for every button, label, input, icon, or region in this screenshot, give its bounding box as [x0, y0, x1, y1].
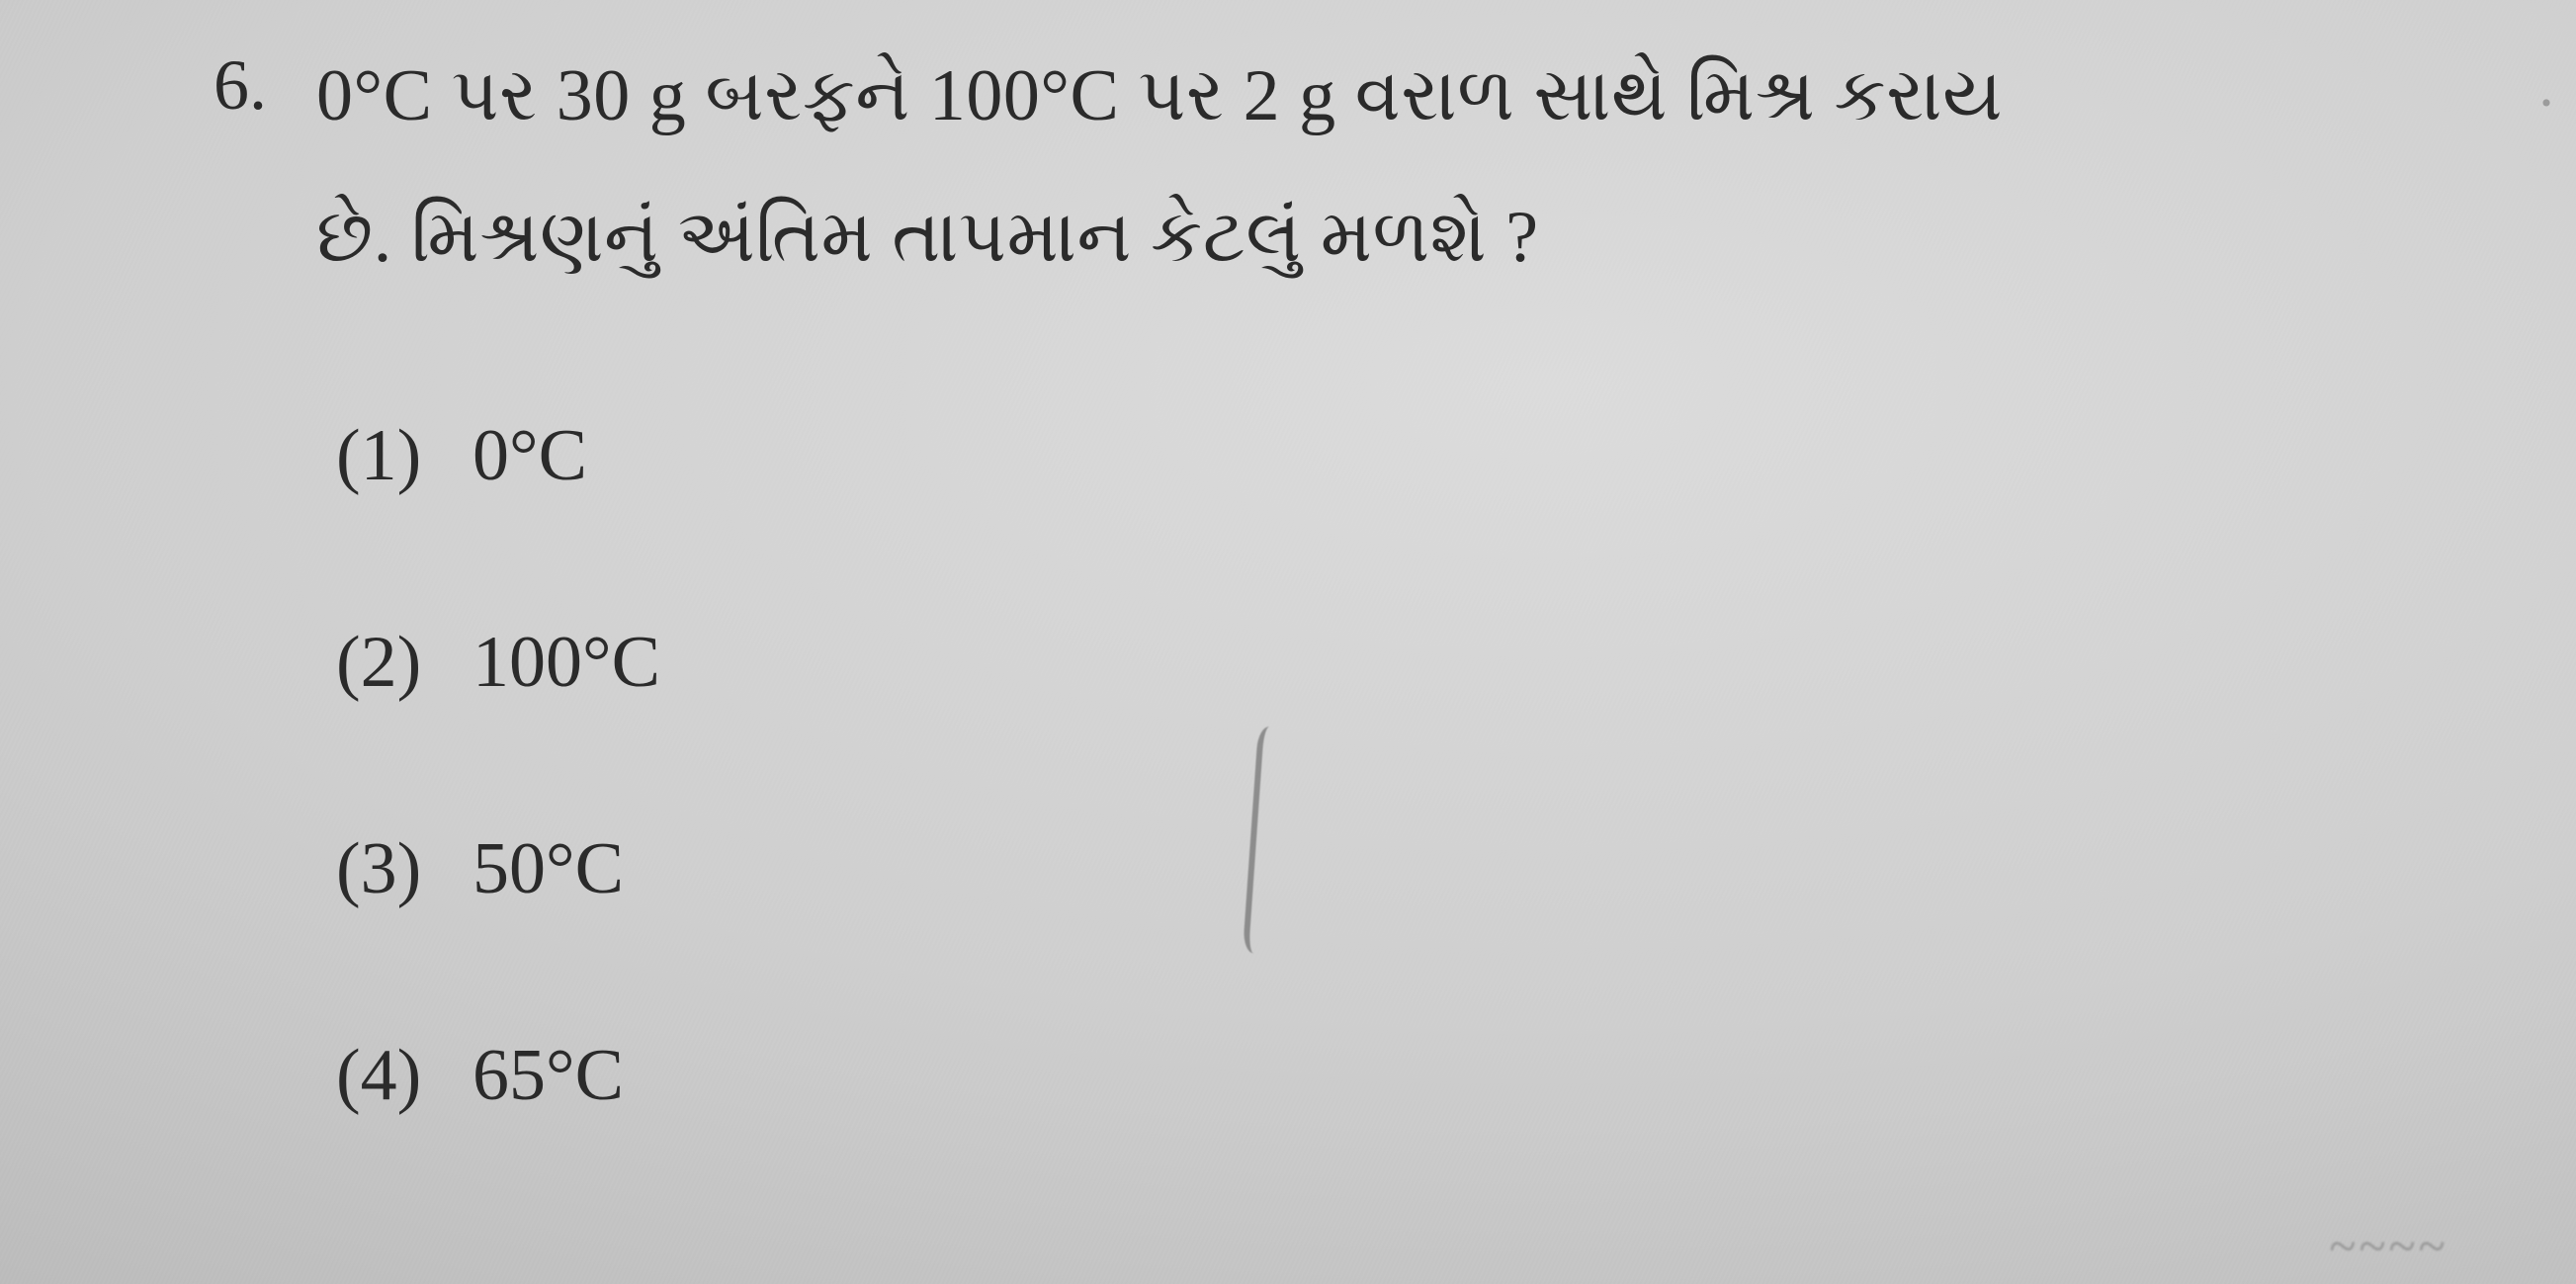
- options-list: (1) 0°C (2) 100°C (3) 50°C (4) 65°C: [336, 412, 2517, 1119]
- option-3-text: 50°C: [472, 825, 624, 913]
- question-number: 6.: [178, 40, 267, 132]
- option-2: (2) 100°C: [336, 619, 2517, 707]
- option-1-label: (1): [336, 412, 445, 500]
- stray-mark: ·: [2536, 69, 2556, 137]
- option-4: (4) 65°C: [336, 1032, 2517, 1120]
- option-4-text: 65°C: [472, 1032, 624, 1120]
- bottom-blur-text: ~~~~: [2329, 1217, 2447, 1274]
- option-2-label: (2): [336, 619, 445, 707]
- question-block: 6. 0°C પર 30 g બરફને 100°C પર 2 g વરાળ સ…: [178, 40, 2517, 294]
- option-3-label: (3): [336, 825, 445, 913]
- option-1: (1) 0°C: [336, 412, 2517, 500]
- option-4-label: (4): [336, 1032, 445, 1120]
- question-line-2: છે. મિશ્રણનું અંતિમ તાપમાન કેટલું મળશે ?: [316, 181, 2003, 295]
- option-3: (3) 50°C: [336, 825, 2517, 913]
- option-2-text: 100°C: [472, 619, 660, 707]
- exam-page: · 6. 0°C પર 30 g બરફને 100°C પર 2 g વરાળ…: [0, 0, 2576, 1284]
- question-line-1: 0°C પર 30 g બરફને 100°C પર 2 g વરાળ સાથે…: [316, 40, 2003, 153]
- option-1-text: 0°C: [472, 412, 587, 500]
- question-text: 0°C પર 30 g બરફને 100°C પર 2 g વરાળ સાથે…: [316, 40, 2003, 294]
